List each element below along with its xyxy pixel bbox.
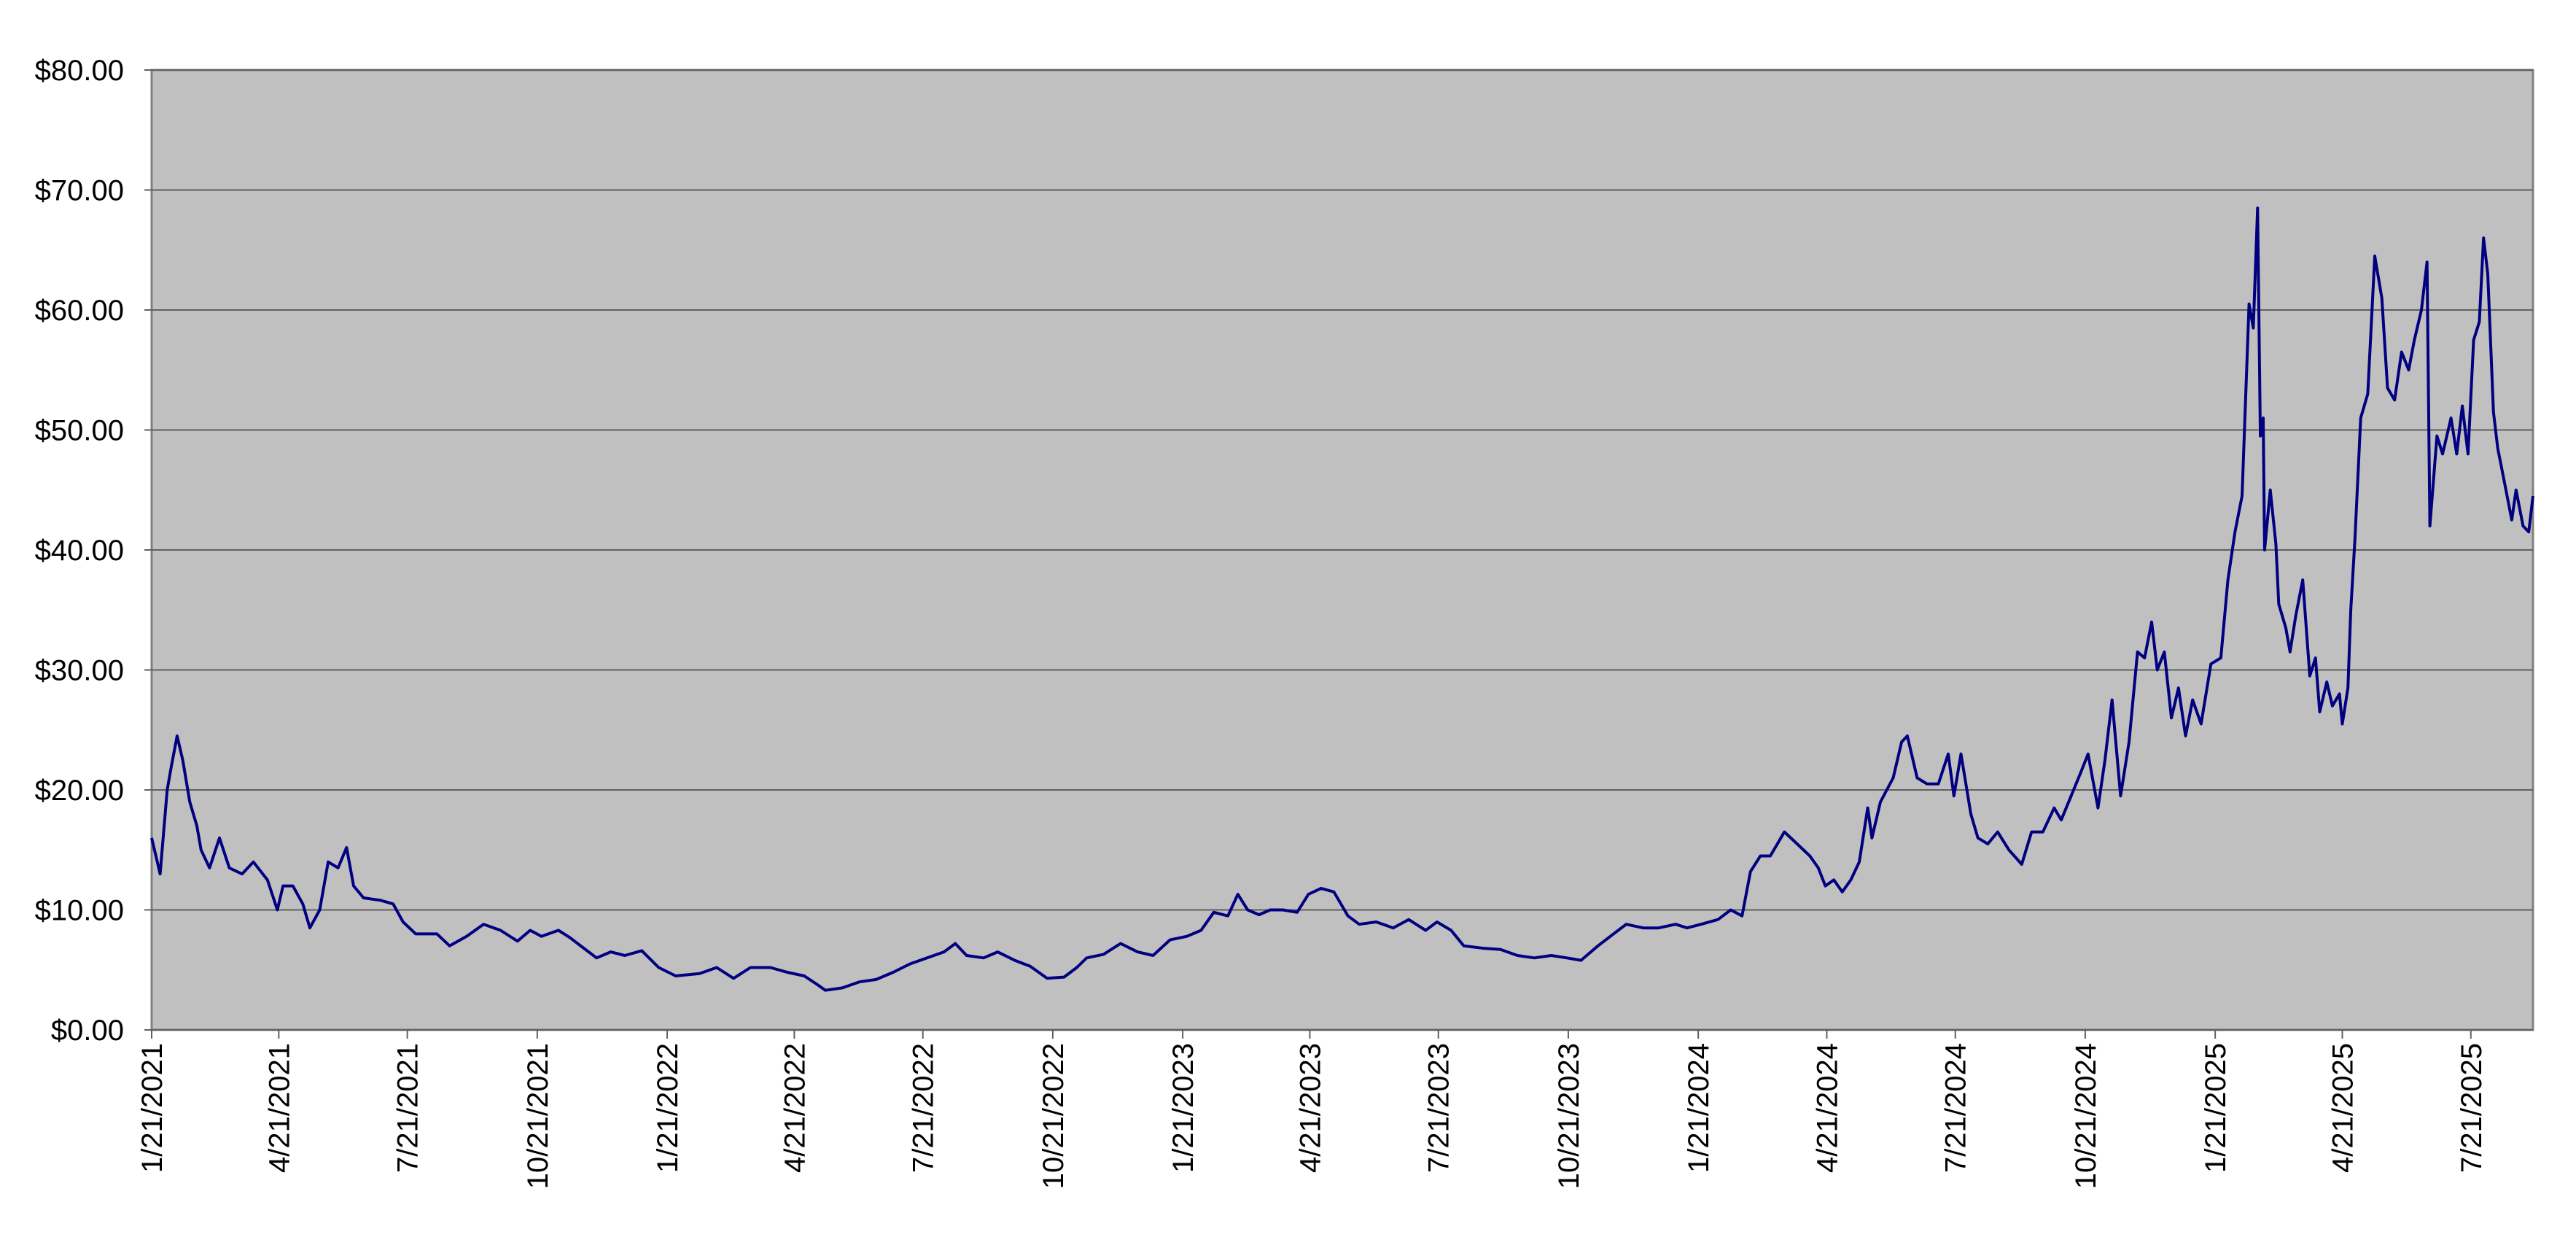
x-tick-label: 7/21/2025 xyxy=(2456,1043,2488,1173)
x-tick-label: 1/21/2022 xyxy=(652,1043,684,1173)
x-tick-label: 4/21/2024 xyxy=(1811,1043,1843,1173)
x-tick-label: 7/21/2021 xyxy=(392,1043,424,1173)
y-tick-label: $70.00 xyxy=(35,175,124,207)
x-tick-label: 10/21/2021 xyxy=(522,1043,554,1189)
x-tick-label: 1/21/2021 xyxy=(136,1043,168,1173)
x-tick-label: 1/21/2025 xyxy=(2200,1043,2232,1173)
x-tick-label: 7/21/2022 xyxy=(908,1043,940,1173)
x-tick-label: 4/21/2022 xyxy=(779,1043,811,1173)
y-tick-label: $50.00 xyxy=(35,415,124,447)
y-tick-label: $80.00 xyxy=(35,55,124,87)
y-tick-label: $30.00 xyxy=(35,655,124,687)
y-tick-label: $10.00 xyxy=(35,895,124,927)
price-line xyxy=(150,206,2534,992)
y-tick-label: $60.00 xyxy=(35,295,124,327)
x-tick-label: 4/21/2025 xyxy=(2327,1043,2359,1173)
y-tick-label: $40.00 xyxy=(35,535,124,567)
x-tick-label: 10/21/2024 xyxy=(2070,1043,2102,1189)
x-tick-label: 10/21/2023 xyxy=(1553,1043,1585,1189)
x-tick-label: 10/21/2022 xyxy=(1038,1043,1070,1189)
x-tick-label: 1/21/2024 xyxy=(1683,1043,1715,1173)
x-tick-label: 7/21/2023 xyxy=(1423,1043,1455,1173)
x-tick-label: 7/21/2024 xyxy=(1940,1043,1972,1173)
x-tick-label: 1/21/2023 xyxy=(1167,1043,1199,1173)
x-tick-label: 4/21/2023 xyxy=(1294,1043,1326,1173)
x-tick-label: 4/21/2021 xyxy=(263,1043,295,1173)
y-tick-label: $20.00 xyxy=(35,775,124,807)
y-tick-label: $0.00 xyxy=(51,1015,124,1047)
